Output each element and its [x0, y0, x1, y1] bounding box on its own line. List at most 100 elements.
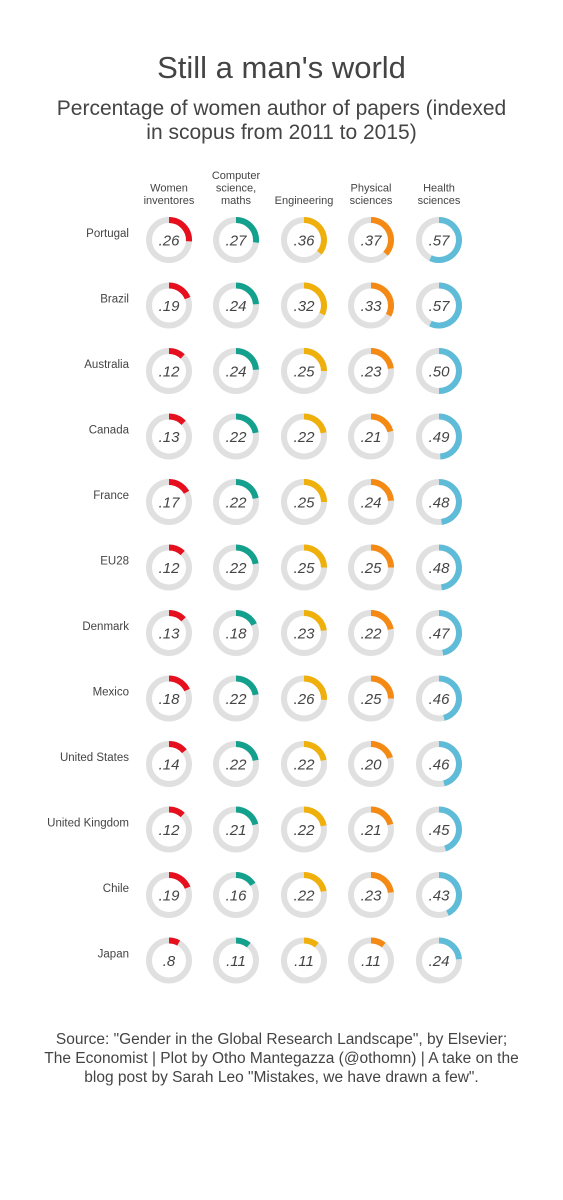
donut-value-arc — [438, 479, 462, 525]
donut-value-label: .22 — [226, 757, 248, 774]
donut-value-arc — [168, 675, 190, 692]
donut-value-label: .24 — [361, 495, 382, 512]
donut-value-label: .12 — [159, 822, 181, 839]
donut-value-arc — [168, 348, 185, 359]
donut-value-arc — [370, 937, 386, 948]
donut-value-arc — [303, 937, 319, 948]
donut-value-label: .13 — [159, 429, 181, 446]
donut-value-label: .25 — [294, 495, 316, 512]
donut-value-arc — [370, 872, 394, 894]
country-label: United Kingdom — [47, 818, 129, 830]
column-header-label: Health — [423, 183, 455, 195]
donut-value-arc — [235, 413, 259, 434]
donut-value-label: .11 — [226, 953, 246, 970]
donut-value-label: .46 — [429, 691, 451, 708]
donut-value-arc — [235, 872, 256, 887]
donut-value-label: .18 — [159, 691, 181, 708]
column-header-label: science, — [216, 183, 256, 195]
chart-subtitle: Percentage of women author of papers (in… — [56, 97, 507, 144]
donut-value-arc — [168, 741, 187, 754]
donut-value-arc — [429, 217, 462, 263]
donut-value-arc — [303, 741, 327, 762]
donut-value-label: .22 — [294, 822, 316, 839]
column-header-label: sciences — [350, 195, 393, 207]
country-label: Denmark — [82, 621, 129, 633]
donut-value-arc — [235, 806, 259, 826]
donut-value-arc — [168, 610, 186, 622]
country-label: Australia — [84, 359, 129, 371]
donut-value-arc — [235, 741, 259, 762]
country-label: United States — [60, 752, 129, 764]
donut-value-arc — [370, 544, 394, 568]
donut-value-label: .23 — [294, 626, 316, 643]
donut-value-arc — [303, 610, 327, 632]
donut-value-arc — [168, 479, 190, 495]
donut-value-arc — [370, 413, 394, 433]
donut-value-label: .13 — [159, 626, 181, 643]
donut-value-label: .24 — [429, 953, 450, 970]
donut-value-arc — [438, 610, 462, 656]
donut-value-arc — [235, 282, 259, 305]
donut-value-arc — [438, 348, 462, 394]
donut-value-label: .19 — [159, 888, 181, 905]
donut-value-label: .19 — [159, 298, 181, 315]
donut-value-arc — [235, 217, 259, 243]
donut-value-label: .24 — [226, 298, 247, 315]
donut-value-label: .12 — [159, 560, 181, 577]
column-header-label: sciences — [418, 195, 461, 207]
donut-value-label: .57 — [429, 298, 451, 315]
donut-value-arc — [303, 675, 327, 700]
donut-value-label: .25 — [361, 560, 383, 577]
donut-value-label: .12 — [159, 364, 181, 381]
donut-value-label: .25 — [361, 691, 383, 708]
donut-value-arc — [370, 806, 394, 826]
donut-value-label: .23 — [361, 888, 383, 905]
donut-value-label: .11 — [361, 953, 381, 970]
country-label: Chile — [103, 883, 129, 895]
donut-value-label: .43 — [429, 888, 451, 905]
donut-value-label: .14 — [159, 757, 180, 774]
donut-value-label: .11 — [294, 953, 314, 970]
donut-value-arc — [370, 282, 394, 317]
donut-value-label: .48 — [429, 495, 451, 512]
donut-value-arc — [370, 348, 394, 370]
country-label: Canada — [89, 425, 130, 437]
donut-value-label: .22 — [294, 757, 316, 774]
donut-value-arc — [303, 282, 327, 316]
donut-value-label: .26 — [159, 233, 181, 250]
donut-value-arc — [235, 610, 257, 626]
donut-value-arc — [438, 413, 462, 460]
source-note: Source: "Gender in the Global Research L… — [44, 1031, 519, 1086]
donut-value-label: .57 — [429, 233, 451, 250]
donut-value-arc — [168, 413, 186, 426]
donut-value-label: .18 — [226, 626, 248, 643]
donut-value-arc — [168, 282, 191, 300]
donut-value-arc — [168, 872, 191, 889]
donut-value-arc — [235, 937, 251, 948]
donut-value-label: .32 — [294, 298, 316, 315]
donut-value-arc — [235, 675, 259, 696]
donut-value-arc — [429, 282, 462, 329]
donut-value-arc — [168, 217, 192, 242]
donut-value-label: .46 — [429, 757, 451, 774]
country-label: Portugal — [86, 228, 129, 240]
donut-value-label: .22 — [226, 691, 248, 708]
donut-value-arc — [370, 741, 393, 759]
donut-value-arc — [303, 544, 327, 568]
donut-value-arc — [370, 610, 394, 631]
donut-value-label: .22 — [226, 429, 248, 446]
country-label: Brazil — [100, 294, 129, 306]
column-header-label: Computer — [212, 170, 261, 182]
donut-value-arc — [235, 348, 259, 371]
donut-value-label: .25 — [294, 364, 316, 381]
country-label: France — [93, 490, 129, 502]
donut-value-arc — [168, 937, 181, 946]
donut-value-label: .20 — [361, 757, 383, 774]
donut-value-arc — [438, 544, 462, 591]
column-header-label: inventores — [144, 195, 195, 207]
donut-value-arc — [303, 348, 327, 372]
donut-value-label: .25 — [294, 560, 316, 577]
donut-value-arc — [303, 806, 327, 827]
donut-value-label: .8 — [163, 953, 176, 970]
